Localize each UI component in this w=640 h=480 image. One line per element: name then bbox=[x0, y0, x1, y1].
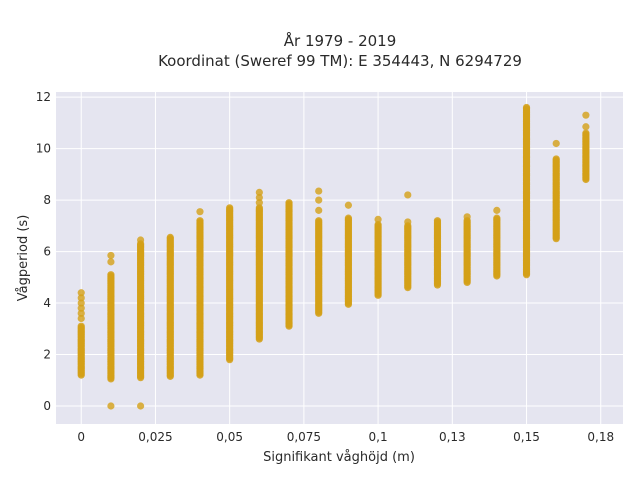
scatter-point bbox=[493, 214, 501, 222]
scatter-points bbox=[77, 103, 590, 410]
x-tick-label: 0,15 bbox=[513, 430, 540, 444]
scatter-point bbox=[226, 204, 234, 212]
scatter-point bbox=[344, 214, 353, 222]
scatter-point bbox=[255, 199, 263, 207]
scatter-point bbox=[404, 218, 412, 226]
scatter-point bbox=[493, 206, 501, 214]
y-tick-label: 6 bbox=[43, 245, 51, 259]
scatter-point bbox=[77, 309, 85, 317]
scatter-point bbox=[374, 215, 382, 223]
scatter-point bbox=[582, 123, 590, 131]
scatter-point bbox=[255, 204, 263, 212]
scatter-point bbox=[374, 220, 382, 229]
chart-title-line-2: Koordinat (Sweref 99 TM): E 354443, N 62… bbox=[158, 52, 522, 70]
scatter-point bbox=[433, 217, 442, 225]
scatter-point bbox=[107, 271, 115, 279]
scatter-point bbox=[582, 129, 590, 137]
scatter-point bbox=[463, 213, 471, 221]
x-tick-label: 0,13 bbox=[439, 430, 466, 444]
scatter-point bbox=[404, 191, 412, 199]
scatter-point bbox=[166, 233, 174, 242]
scatter-point bbox=[107, 402, 115, 410]
scatter-point bbox=[107, 251, 115, 260]
scatter-point bbox=[77, 294, 85, 302]
scatter-point bbox=[582, 111, 590, 119]
scatter-point bbox=[552, 155, 560, 163]
x-tick-label: 0,025 bbox=[138, 430, 172, 444]
x-axis-label: Signifikant våghöjd (m) bbox=[263, 450, 415, 465]
x-tick-label: 0,1 bbox=[369, 430, 388, 444]
x-tick-label: 0,18 bbox=[587, 430, 614, 444]
scatter-point bbox=[315, 206, 323, 214]
y-tick-label: 10 bbox=[36, 142, 51, 156]
scatter-point bbox=[77, 314, 85, 323]
scatter-point bbox=[196, 208, 204, 216]
scatter-point bbox=[77, 304, 85, 312]
scatter-point bbox=[255, 193, 263, 202]
scatter-point bbox=[77, 289, 85, 297]
chart-title-line-1: År 1979 - 2019 bbox=[284, 31, 397, 50]
scatter-point bbox=[107, 258, 115, 266]
scatter-point bbox=[137, 402, 145, 410]
x-tick-label: 0 bbox=[77, 430, 85, 444]
scatter-point bbox=[255, 188, 263, 196]
scatter-point bbox=[315, 187, 323, 195]
y-tick-label: 2 bbox=[43, 348, 51, 362]
y-tick-label: 12 bbox=[36, 90, 51, 104]
grid bbox=[56, 92, 623, 424]
y-axis-ticks: 0 2 4 6 8 10 12 bbox=[36, 90, 51, 413]
scatter-point bbox=[344, 201, 353, 209]
y-tick-label: 4 bbox=[43, 296, 51, 310]
scatter-point bbox=[137, 236, 145, 244]
scatter-point bbox=[285, 199, 293, 207]
scatter-point bbox=[196, 217, 204, 225]
scatter-point bbox=[315, 196, 323, 204]
y-axis-label: Vågperiod (s) bbox=[16, 215, 31, 302]
y-tick-label: 8 bbox=[43, 193, 51, 207]
scatter-point bbox=[77, 322, 85, 330]
x-tick-label: 0,05 bbox=[216, 430, 243, 444]
scatter-point bbox=[522, 103, 531, 112]
x-tick-label: 0,075 bbox=[287, 430, 321, 444]
scatter-point bbox=[77, 299, 85, 307]
y-tick-label: 0 bbox=[43, 399, 51, 413]
x-axis-ticks: 0 0,025 0,05 0,075 0,1 0,13 0,15 0,18 bbox=[77, 430, 614, 444]
scatter-point bbox=[552, 139, 560, 148]
scatter-point bbox=[315, 217, 323, 225]
